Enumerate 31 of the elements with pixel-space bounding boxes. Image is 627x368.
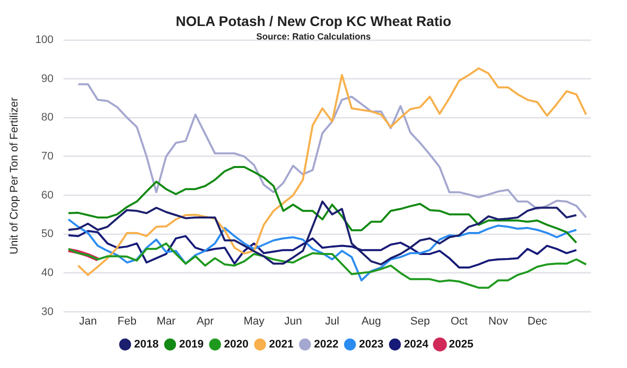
- y-tick-label: 30: [41, 306, 54, 318]
- x-tick-label: Sep: [410, 315, 430, 328]
- y-tick-label: 100: [35, 34, 54, 46]
- y-tick-label: 40: [41, 267, 54, 280]
- x-tick-label: Feb: [118, 315, 137, 328]
- legend-label: 2020: [224, 338, 249, 351]
- x-tick-label: Apr: [196, 315, 214, 328]
- chart-subtitle: Source: Ratio Calculations: [256, 31, 371, 42]
- x-tick-label: Jun: [284, 315, 302, 328]
- chart-title: NOLA Potash / New Crop KC Wheat Ratio: [176, 12, 452, 29]
- x-tick-label: Aug: [361, 315, 382, 328]
- y-tick-label: 90: [41, 72, 54, 85]
- legend-label: 2018: [134, 338, 159, 351]
- y-tick-label: 80: [41, 112, 54, 124]
- legend-label: 2025: [448, 338, 474, 351]
- x-tick-label: Dec: [527, 315, 548, 328]
- y-tick-label: 70: [41, 150, 54, 163]
- x-tick-label: Oct: [450, 315, 468, 328]
- x-tick-label: Mar: [156, 315, 176, 328]
- x-tick-label: Jul: [325, 315, 340, 328]
- y-tick-label: 60: [41, 189, 54, 202]
- x-tick-label: May: [244, 315, 265, 328]
- y-tick-label: 50: [41, 228, 54, 240]
- x-tick-label: Jan: [79, 315, 97, 328]
- y-axis-title: Unit of Crop Per Ton of Fertilizer: [8, 97, 21, 254]
- legend-label: 2022: [314, 338, 338, 351]
- legend-label: 2019: [179, 338, 204, 351]
- legend-label: 2024: [404, 338, 430, 351]
- x-tick-label: Nov: [488, 315, 508, 328]
- legend-label: 2021: [269, 338, 294, 351]
- legend-label: 2023: [358, 338, 384, 351]
